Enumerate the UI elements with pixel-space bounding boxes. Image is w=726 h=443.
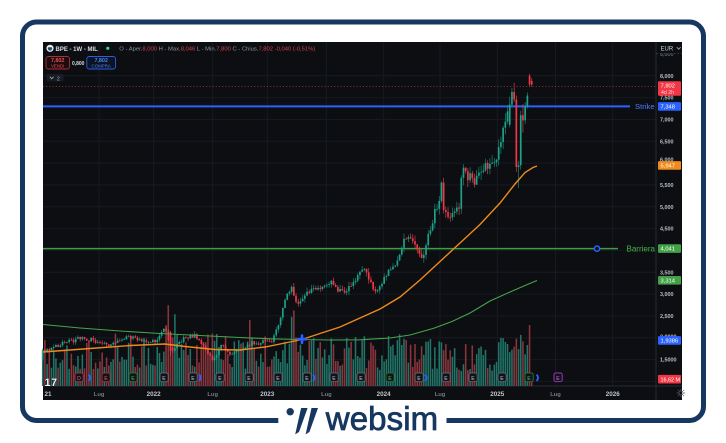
svg-text:7,802: 7,802 [51,58,65,64]
svg-text:Lug: Lug [435,392,446,398]
svg-text:8,000: 8,000 [660,74,674,80]
svg-text:E: E [104,376,108,382]
svg-text:COMPRA: COMPRA [92,64,111,69]
svg-text:E: E [388,376,392,382]
svg-text:E: E [218,376,222,382]
svg-text:5,000: 5,000 [660,205,674,211]
svg-text:E: E [276,376,280,382]
svg-text:2023: 2023 [260,391,275,398]
svg-text:3,314: 3,314 [661,278,676,284]
svg-text:Lug: Lug [207,392,218,398]
svg-text:6,500: 6,500 [660,139,674,145]
svg-text:2: 2 [57,76,60,82]
svg-text:8,500: 8,500 [660,52,674,58]
svg-text:4,041: 4,041 [661,247,676,253]
svg-text:2026: 2026 [606,391,621,398]
svg-text:E: E [444,376,448,382]
svg-text:D: D [77,376,81,382]
svg-text:21: 21 [45,391,53,398]
svg-text:3,500: 3,500 [660,270,674,276]
svg-text:1,9386: 1,9386 [661,339,679,345]
svg-text:5,500: 5,500 [660,183,674,189]
svg-text:BPE - 1W - MIL: BPE - 1W - MIL [56,47,99,53]
svg-text:17: 17 [45,377,58,389]
svg-text:Lug: Lug [550,392,561,398]
svg-text:Lug: Lug [94,392,105,398]
svg-text:7,348: 7,348 [661,105,676,111]
svg-text:16,62 M: 16,62 M [661,377,681,383]
svg-text:2,500: 2,500 [660,314,674,320]
svg-text:websim: websim [325,400,438,437]
svg-text:E: E [305,376,309,382]
svg-text:1,5000: 1,5000 [660,358,677,364]
svg-text:2024: 2024 [377,391,392,398]
svg-text:E: E [162,376,166,382]
svg-text:4,500: 4,500 [660,227,674,233]
svg-text:3,000: 3,000 [660,292,674,298]
svg-text:Barriera: Barriera [627,244,656,253]
svg-text:E: E [527,376,531,382]
svg-text:E: E [191,376,195,382]
svg-text:2025: 2025 [490,391,505,398]
svg-text:E: E [247,376,251,382]
svg-text:E: E [556,376,560,382]
svg-text:O - Aper.8,000 H - Max.8,046 L: O - Aper.8,000 H - Max.8,046 L - Min.7,8… [119,47,315,53]
svg-text:7,802: 7,802 [661,84,676,90]
svg-text:Strike: Strike [635,102,655,111]
svg-text:E: E [500,376,504,382]
svg-text:5,947: 5,947 [661,164,676,170]
svg-text:E: E [417,376,421,382]
svg-text:EUR: EUR [661,46,674,52]
svg-text:7,000: 7,000 [660,118,674,124]
svg-text:4d 2h: 4d 2h [661,90,674,96]
svg-text:VENDI: VENDI [51,64,64,69]
svg-text:E: E [332,376,336,382]
svg-text:7,500: 7,500 [660,96,674,102]
svg-text:7,802: 7,802 [94,58,108,64]
svg-text:Lug: Lug [321,392,332,398]
svg-text:E: E [359,376,363,382]
svg-text:0,800: 0,800 [72,61,85,67]
svg-text:2022: 2022 [147,391,162,398]
svg-text:E: E [131,376,135,382]
svg-text:E: E [471,376,475,382]
svg-text:6,000: 6,000 [660,158,674,164]
